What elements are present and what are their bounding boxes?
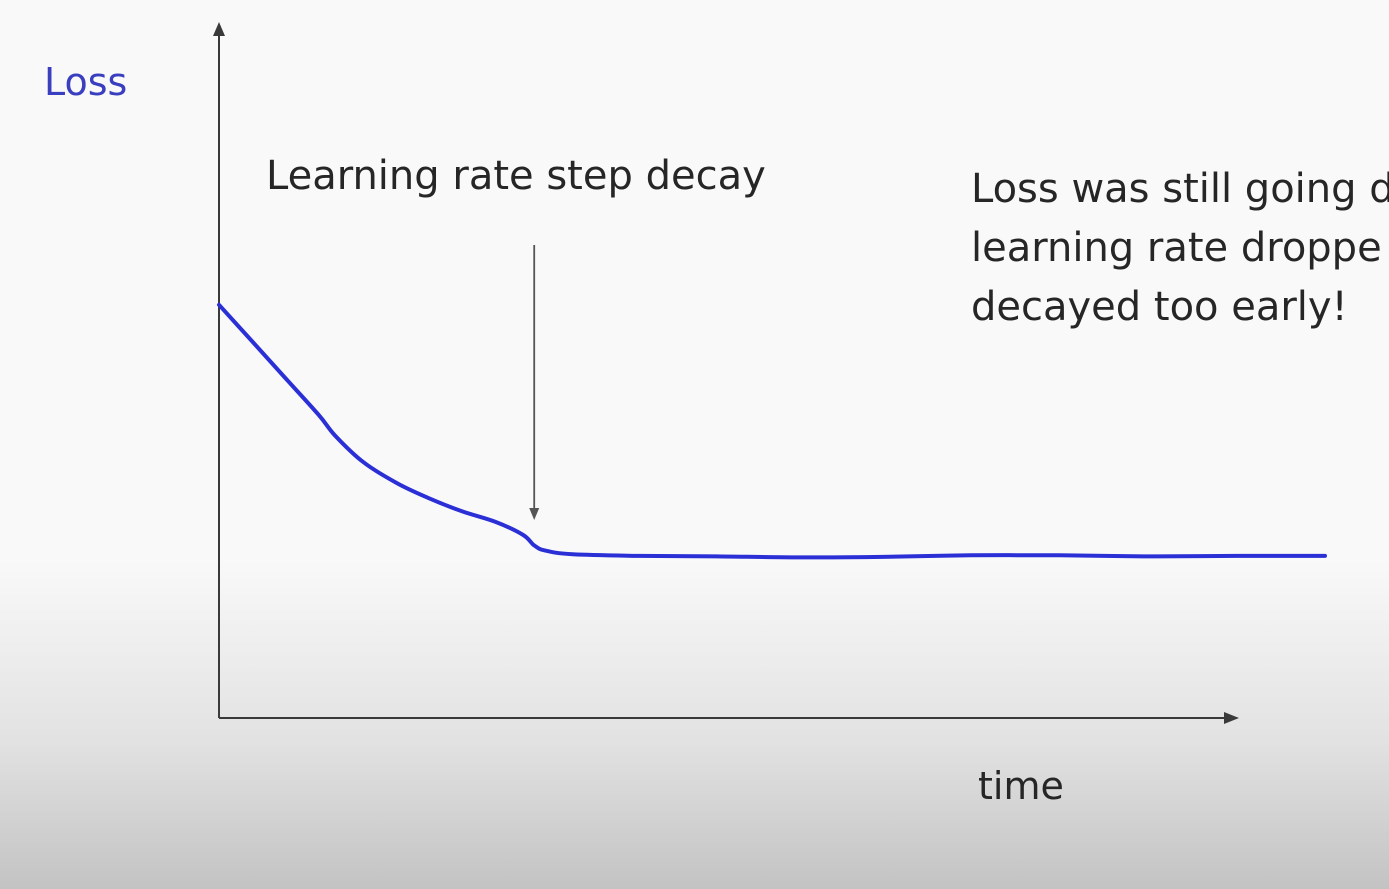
step-decay-arrowhead (529, 508, 540, 520)
loss-curve (217, 302, 1327, 560)
y-axis-arrowhead (213, 22, 225, 36)
explanation-note: Loss was still going d learning rate dro… (971, 160, 1389, 340)
note-line-1: Loss was still going d (971, 166, 1389, 212)
y-axis-label: Loss (44, 60, 128, 104)
note-line-3: decayed too early! (971, 284, 1348, 330)
x-axis-label: time (978, 764, 1064, 808)
x-axis-arrowhead (1224, 712, 1239, 724)
step-decay-annotation: Learning rate step decay (266, 153, 766, 199)
note-line-2: learning rate droppe (971, 225, 1382, 271)
